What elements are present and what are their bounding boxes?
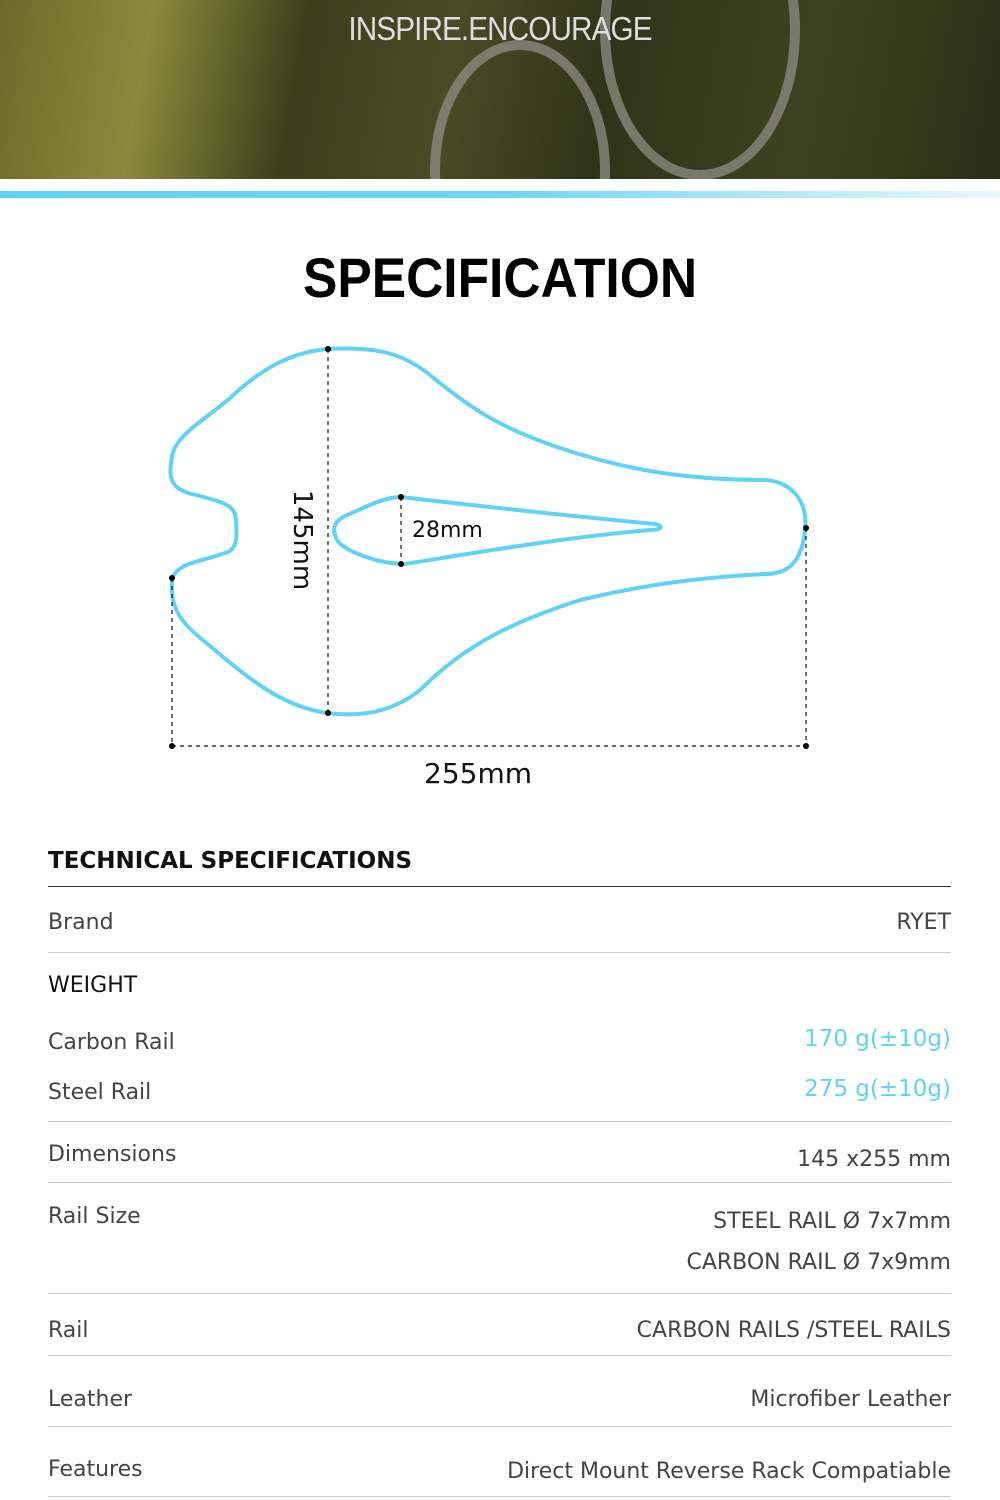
spec-label: Steel Rail bbox=[48, 1080, 152, 1105]
spec-value: 170 g(±10g) bbox=[804, 1026, 951, 1052]
length-label: 145mm bbox=[287, 489, 318, 591]
hero-title: INSPIRE.ENCOURAGE bbox=[348, 10, 652, 47]
spec-value: CARBON RAILS /STEEL RAILS bbox=[636, 1318, 951, 1343]
divider bbox=[48, 886, 951, 887]
spec-value: Microfiber Leather bbox=[750, 1387, 951, 1412]
spec-label: Rail bbox=[48, 1318, 89, 1343]
spec-label: Brand bbox=[48, 910, 114, 935]
divider bbox=[48, 1426, 951, 1427]
saddle-cutout bbox=[332, 494, 663, 567]
spec-label: Features bbox=[48, 1457, 143, 1482]
spec-value: 145 x255 mm bbox=[797, 1147, 951, 1172]
saddle-diagram bbox=[168, 346, 809, 749]
spec-value: CARBON RAIL Ø 7x9mm bbox=[686, 1250, 951, 1275]
spec-label: WEIGHT bbox=[48, 973, 138, 998]
width-label: 255mm bbox=[424, 757, 532, 790]
page-title: SPECIFICATION bbox=[302, 246, 698, 309]
spec-label: Dimensions bbox=[48, 1142, 177, 1167]
spec-label: Carbon Rail bbox=[48, 1030, 175, 1055]
divider bbox=[48, 1496, 951, 1497]
divider bbox=[48, 1121, 951, 1122]
cutout-width-label: 28mm bbox=[412, 518, 483, 543]
road-decoration bbox=[430, 40, 610, 179]
section-title: TECHNICAL SPECIFICATIONS bbox=[48, 848, 413, 874]
spec-value: RYET bbox=[896, 910, 951, 935]
accent-bar bbox=[0, 191, 1000, 198]
spec-label: Rail Size bbox=[48, 1204, 141, 1229]
spec-value: Direct Mount Reverse Rack Compatiable bbox=[507, 1459, 951, 1484]
divider bbox=[48, 952, 951, 953]
divider bbox=[48, 1182, 951, 1183]
divider bbox=[48, 1355, 951, 1356]
saddle-outline bbox=[168, 346, 808, 717]
spec-value: 275 g(±10g) bbox=[804, 1076, 951, 1102]
spec-value: STEEL RAIL Ø 7x7mm bbox=[713, 1209, 951, 1234]
spec-label: Leather bbox=[48, 1387, 133, 1412]
hero-banner: INSPIRE.ENCOURAGE bbox=[0, 0, 1000, 179]
divider bbox=[48, 1293, 951, 1294]
